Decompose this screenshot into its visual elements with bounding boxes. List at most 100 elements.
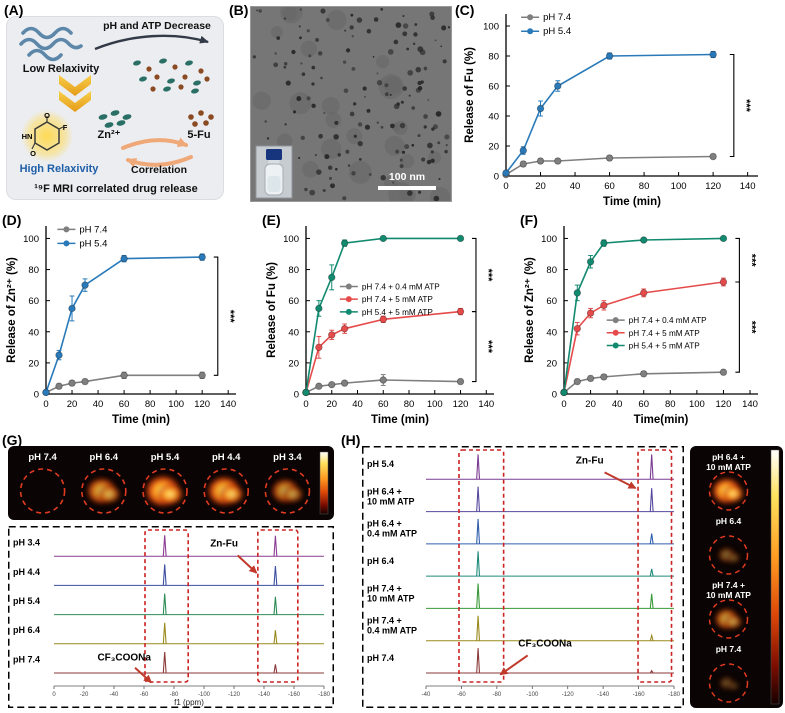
series-pH 5.4: [502, 50, 717, 177]
svg-text:Time (min): Time (min): [112, 414, 170, 426]
svg-text:-140: -140: [258, 692, 271, 698]
series-pH 5.4: [42, 253, 206, 397]
svg-text:Zn-Fu: Zn-Fu: [210, 539, 238, 550]
panel-g-nmr-spectra: pH 3.4 pH 4.4 pH 5.4 pH 6.4 pH 7.4 Zn-Fu CF₃CO…: [8, 526, 334, 708]
svg-text:-120: -120: [562, 692, 575, 698]
svg-text:CF₃COONa: CF₃COONa: [518, 638, 572, 649]
svg-text:-80: -80: [493, 692, 502, 698]
svg-text:0: 0: [34, 390, 39, 401]
svg-text:pH 7.4: pH 7.4: [13, 654, 40, 664]
svg-text:40: 40: [288, 327, 299, 338]
svg-text:120: 120: [194, 399, 210, 410]
down-chevrons-icon: [59, 75, 91, 112]
svg-text:100 nm: 100 nm: [389, 171, 425, 183]
svg-text:10 mM ATP: 10 mM ATP: [367, 593, 415, 603]
svg-text:0.4 mM ATP: 0.4 mM ATP: [367, 529, 417, 539]
svg-text:20: 20: [28, 358, 39, 369]
svg-text:Release of Zn²⁺ (%): Release of Zn²⁺ (%): [6, 257, 18, 363]
panel-a-schematic: O F HN O Low Relaxivity pH and ATP Decrease…: [6, 16, 224, 200]
svg-text:pH 3.4: pH 3.4: [273, 452, 302, 463]
panel-label-b: (B): [229, 2, 249, 18]
svg-text:pH 4.4: pH 4.4: [13, 567, 40, 577]
svg-text:-180: -180: [668, 692, 681, 698]
correlation-label: Correlation: [130, 164, 187, 176]
svg-text:80: 80: [288, 265, 299, 276]
svg-text:10 mM ATP: 10 mM ATP: [706, 590, 751, 600]
svg-text:-120: -120: [228, 692, 241, 698]
svg-text:Release of Zn²⁺ (%): Release of Zn²⁺ (%): [524, 257, 536, 363]
svg-text:Time(min): Time(min): [634, 414, 689, 426]
svg-text:pH 7.4: pH 7.4: [543, 12, 571, 23]
svg-text:Time (min): Time (min): [603, 196, 661, 208]
panel-label-e: (E): [262, 212, 281, 228]
svg-text:60: 60: [288, 296, 299, 307]
svg-text:-80: -80: [170, 692, 179, 698]
axes: 0 20 40 60 80 100 120 140020406080100Time(min)R…: [524, 226, 758, 426]
svg-text:***: ***: [482, 340, 494, 354]
svg-text:140: 140: [742, 399, 758, 410]
svg-text:60: 60: [546, 296, 557, 307]
chart-release-fu-atp: 0 20 40 60 80 100 120 140 0 20 40 60 80 100 Time (min)…: [266, 226, 494, 426]
series-pH 7.4: [42, 371, 206, 397]
svg-text:pH 6.4 +: pH 6.4 +: [712, 452, 745, 462]
chart-release-zn-ph: 0 20 40 60 80 100 120 140 0 20 40 60 80 100 Time (min)…: [6, 224, 236, 426]
svg-text:60: 60: [638, 399, 649, 410]
legend: pH 7.4 pH 5.4: [57, 224, 107, 249]
svg-text:pH 3.4: pH 3.4: [13, 538, 40, 548]
panel-label-d: (D): [2, 212, 22, 228]
svg-text:0: 0: [494, 172, 499, 183]
svg-text:-60: -60: [140, 692, 149, 698]
svg-text:100: 100: [689, 399, 705, 410]
panel-label-g: (G): [2, 432, 23, 448]
svg-text:pH 5.4: pH 5.4: [13, 596, 40, 606]
svg-text:***: ***: [745, 321, 757, 335]
series-pH 5.4 + 5 mM ATP: [302, 234, 465, 397]
panel-label-a: (A): [4, 2, 24, 18]
svg-text:f1 (ppm): f1 (ppm): [174, 698, 204, 707]
svg-text:100: 100: [283, 234, 299, 245]
five-fu-label: 5-Fu: [187, 129, 211, 141]
svg-text:-100: -100: [526, 692, 539, 698]
svg-text:40: 40: [28, 327, 39, 338]
panel-b-tem-image: 100 nm: [250, 6, 452, 202]
panel-label-f: (F): [520, 212, 538, 228]
axes: 0 20 40 60 80 100 120 140 0 20 40 60 80 100 Time (min)…: [266, 226, 494, 426]
svg-text:80: 80: [145, 399, 156, 410]
svg-text:pH 7.4 + 5 mM ATP: pH 7.4 + 5 mM ATP: [362, 295, 434, 304]
svg-text:60: 60: [28, 296, 39, 307]
svg-text:pH 5.4 + 5 mM ATP: pH 5.4 + 5 mM ATP: [362, 308, 434, 317]
svg-text:100: 100: [427, 399, 443, 410]
schematic-art: O F HN O: [19, 26, 214, 168]
svg-text:pH 6.4 +: pH 6.4 +: [367, 519, 402, 529]
svg-text:20: 20: [546, 358, 557, 369]
svg-text:60: 60: [488, 82, 499, 93]
scale-bar: [378, 186, 436, 190]
svg-text:HN: HN: [22, 132, 33, 141]
svg-text:pH 6.4 +: pH 6.4 +: [367, 486, 402, 496]
svg-text:Time (min): Time (min): [371, 414, 429, 426]
svg-text:O: O: [44, 111, 50, 120]
svg-text:0: 0: [52, 692, 56, 698]
ph-atp-decrease-label: pH and ATP Decrease: [103, 20, 211, 32]
svg-text:pH 7.4: pH 7.4: [79, 224, 107, 235]
low-relaxivity-label: Low Relaxivity: [22, 63, 100, 75]
svg-text:0: 0: [561, 399, 566, 410]
svg-text:pH 7.4 + 0.4 mM ATP: pH 7.4 + 0.4 mM ATP: [629, 316, 707, 325]
wavy-lines-icon: [19, 26, 83, 62]
svg-text:-160: -160: [633, 692, 646, 698]
svg-text:F: F: [63, 123, 68, 132]
svg-text:80: 80: [488, 52, 499, 63]
svg-text:100: 100: [541, 234, 557, 245]
svg-text:10 mM ATP: 10 mM ATP: [706, 462, 751, 472]
series-pH 7.4 + 0.4 mM ATP: [560, 368, 728, 397]
svg-text:0: 0: [552, 390, 557, 401]
chart-release-zn-atp: 0 20 40 60 80 100 120 140020406080100Time(min)R…: [524, 226, 758, 426]
panel-a-caption: ¹⁹F MRI correlated drug release: [34, 183, 198, 195]
svg-text:pH 5.4 + 5 mM ATP: pH 5.4 + 5 mM ATP: [629, 341, 701, 350]
svg-text:pH 6.4: pH 6.4: [90, 452, 119, 463]
chart-release-fu-ph: 0 20 40 60 80 100 120 140 0 20 40 60 80 100 Time (min)…: [464, 12, 758, 208]
svg-text:0: 0: [294, 390, 299, 401]
svg-text:-60: -60: [457, 692, 466, 698]
